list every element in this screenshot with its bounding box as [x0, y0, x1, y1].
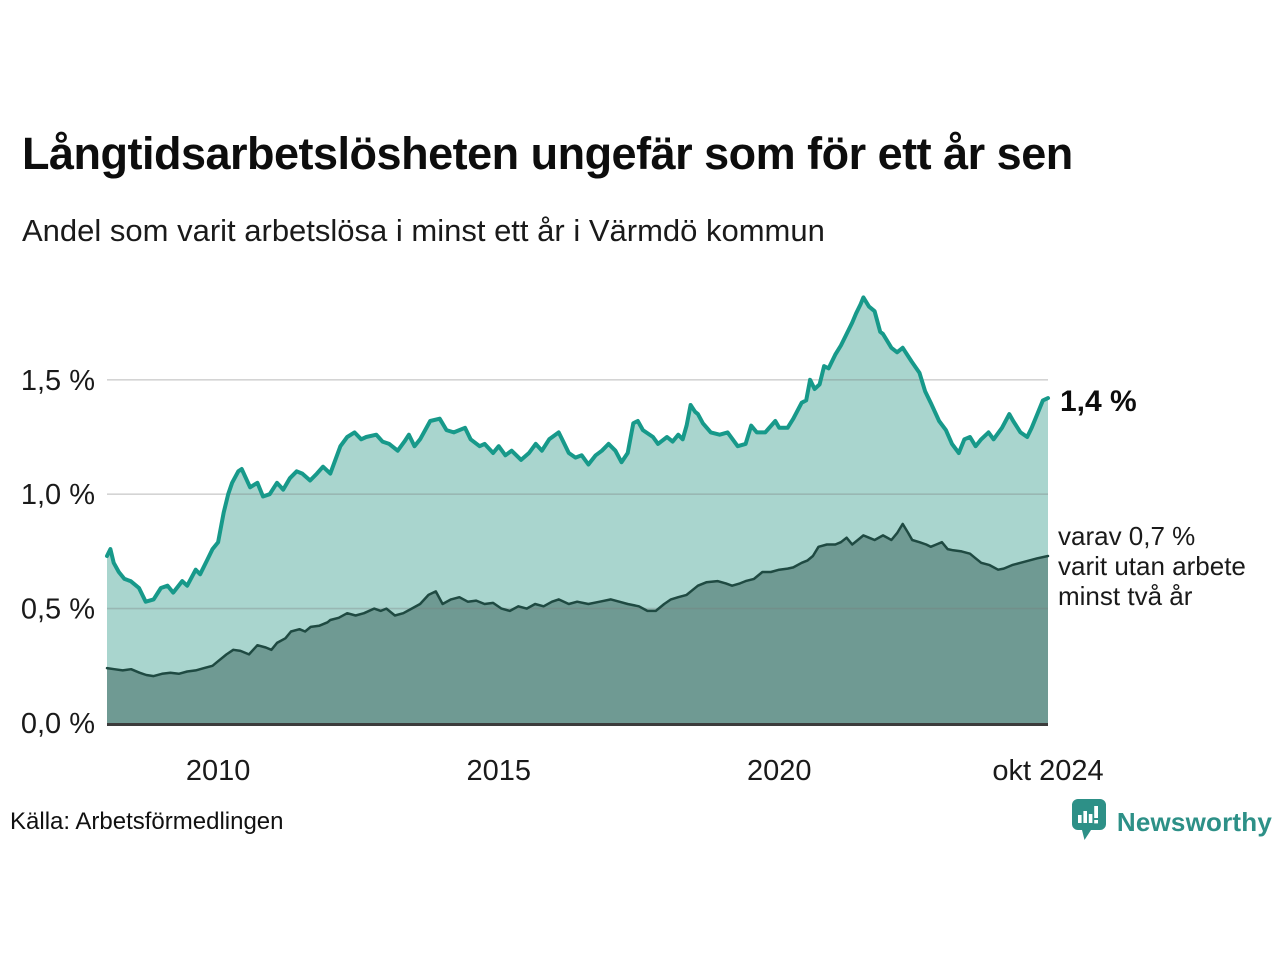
latest-value-label: 1,4 % [1060, 385, 1137, 418]
secondary-annotation-line2: varit utan arbete [1058, 551, 1246, 581]
brand-logo: Newsworthy [1071, 798, 1272, 847]
series-area-1 [107, 523, 1048, 723]
y-tick-label: 0,0 % [21, 708, 95, 740]
secondary-series-annotation: varav 0,7 % varit utan arbete minst två … [1058, 521, 1246, 611]
series-line-1 [105, 522, 1050, 678]
brand-name: Newsworthy [1116, 806, 1272, 837]
source-attribution: Källa: Arbetsförmedlingen [10, 808, 284, 835]
x-tick-label: 2020 [747, 755, 812, 787]
y-tick-label: 0,5 % [21, 594, 95, 626]
x-tick-label: okt 2024 [992, 755, 1103, 787]
series-line-0 [105, 295, 1050, 604]
secondary-annotation-line3: minst två år [1058, 581, 1193, 611]
x-tick-label: 2015 [466, 755, 531, 787]
page-title: Långtidsarbetslösheten ungefär som för e… [22, 128, 1073, 179]
secondary-annotation-line1: varav 0,7 % [1058, 521, 1196, 551]
newsworthy-logo-icon [1071, 798, 1107, 847]
x-tick-label: 2010 [186, 755, 251, 787]
y-tick-label: 1,5 % [21, 365, 95, 397]
y-tick-label: 1,0 % [21, 479, 95, 511]
chart-subtitle: Andel som varit arbetslösa i minst ett å… [22, 213, 825, 248]
